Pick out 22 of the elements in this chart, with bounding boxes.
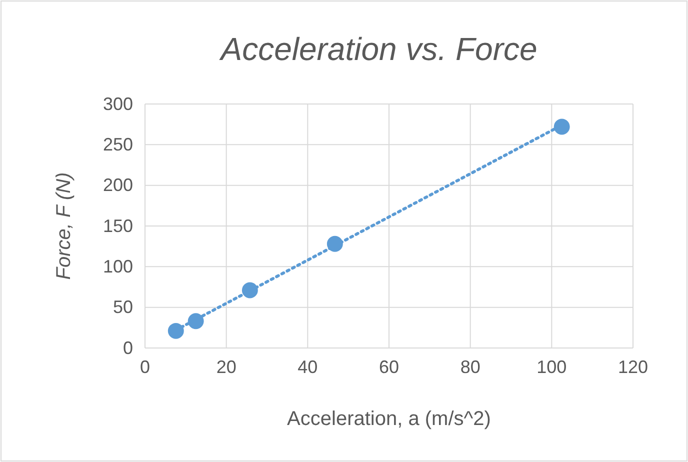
x-axis-title: Acceleration, a (m/s^2): [287, 408, 491, 430]
x-tick-label: 60: [378, 356, 400, 377]
y-tick-label: 150: [102, 216, 133, 236]
y-tick-label: 0: [122, 338, 133, 358]
point: [242, 282, 258, 298]
y-tick-label: 250: [102, 134, 133, 154]
x-tick-label: 0: [140, 356, 150, 377]
x-tick-label: 120: [618, 356, 648, 377]
point: [554, 118, 570, 135]
point: [168, 322, 184, 339]
point: [326, 236, 343, 252]
y-tick-label: 100: [102, 256, 133, 276]
x-tick-label: 80: [460, 356, 480, 377]
y-axis-title: Force, F (N): [53, 172, 75, 280]
x-tick-label: 40: [298, 356, 318, 377]
y-tick-label: 300: [102, 94, 133, 114]
x-tick-label: 100: [536, 356, 567, 377]
x-tick-label: 20: [216, 356, 236, 377]
chart-title: Acceleration vs. Force: [218, 31, 538, 67]
point: [188, 313, 204, 330]
y-tick-label: 200: [102, 175, 133, 196]
y-tick-label: 50: [112, 297, 133, 318]
